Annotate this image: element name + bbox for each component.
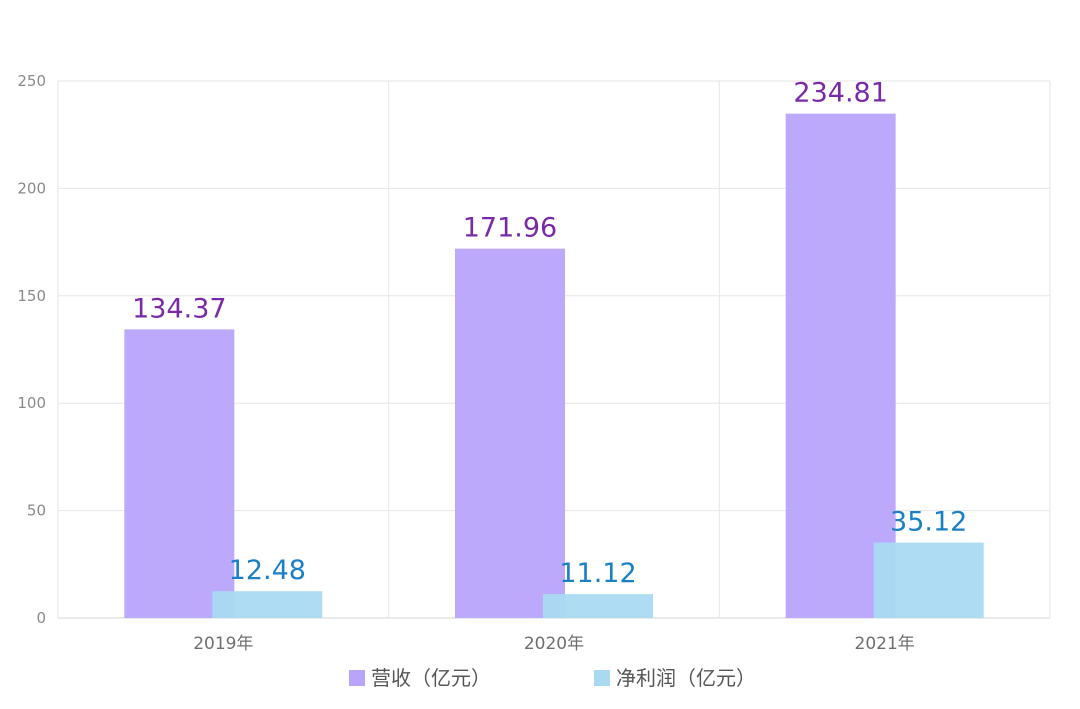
data-label: 234.81 [793,78,887,109]
y-tick-label: 0 [36,609,46,627]
y-tick-label: 150 [17,287,46,305]
data-label: 171.96 [463,213,557,244]
legend-swatch [594,670,610,686]
bar-revenue [124,329,235,618]
y-tick-label: 250 [17,72,46,90]
bars [124,113,984,619]
bar-revenue [455,248,565,618]
bar-net-profit [873,542,984,618]
data-label: 11.12 [559,558,636,589]
y-axis: 0 50 100 150 200 250 [17,72,46,627]
bar-net-profit [212,591,323,618]
y-tick-label: 100 [17,394,46,412]
legend-swatch [349,670,365,686]
x-tick-label: 2021年 [855,634,915,654]
y-tick-label: 50 [27,502,46,520]
x-tick-label: 2020年 [524,634,584,654]
bar-net-profit [543,594,653,618]
x-tick-label: 2019年 [193,634,253,654]
legend: 营收（亿元） 净利润（亿元） [349,666,756,690]
data-label: 134.37 [132,293,226,324]
data-label: 35.12 [890,507,967,538]
data-label: 12.48 [229,555,306,586]
legend-label: 营收（亿元） [371,666,491,690]
data-labels: 134.37 171.96 234.81 12.48 11.12 35.12 [132,78,967,589]
x-axis: 2019年 2020年 2021年 [193,634,915,654]
bar-revenue [785,113,896,619]
y-tick-label: 200 [17,179,46,197]
legend-label: 净利润（亿元） [616,666,756,690]
